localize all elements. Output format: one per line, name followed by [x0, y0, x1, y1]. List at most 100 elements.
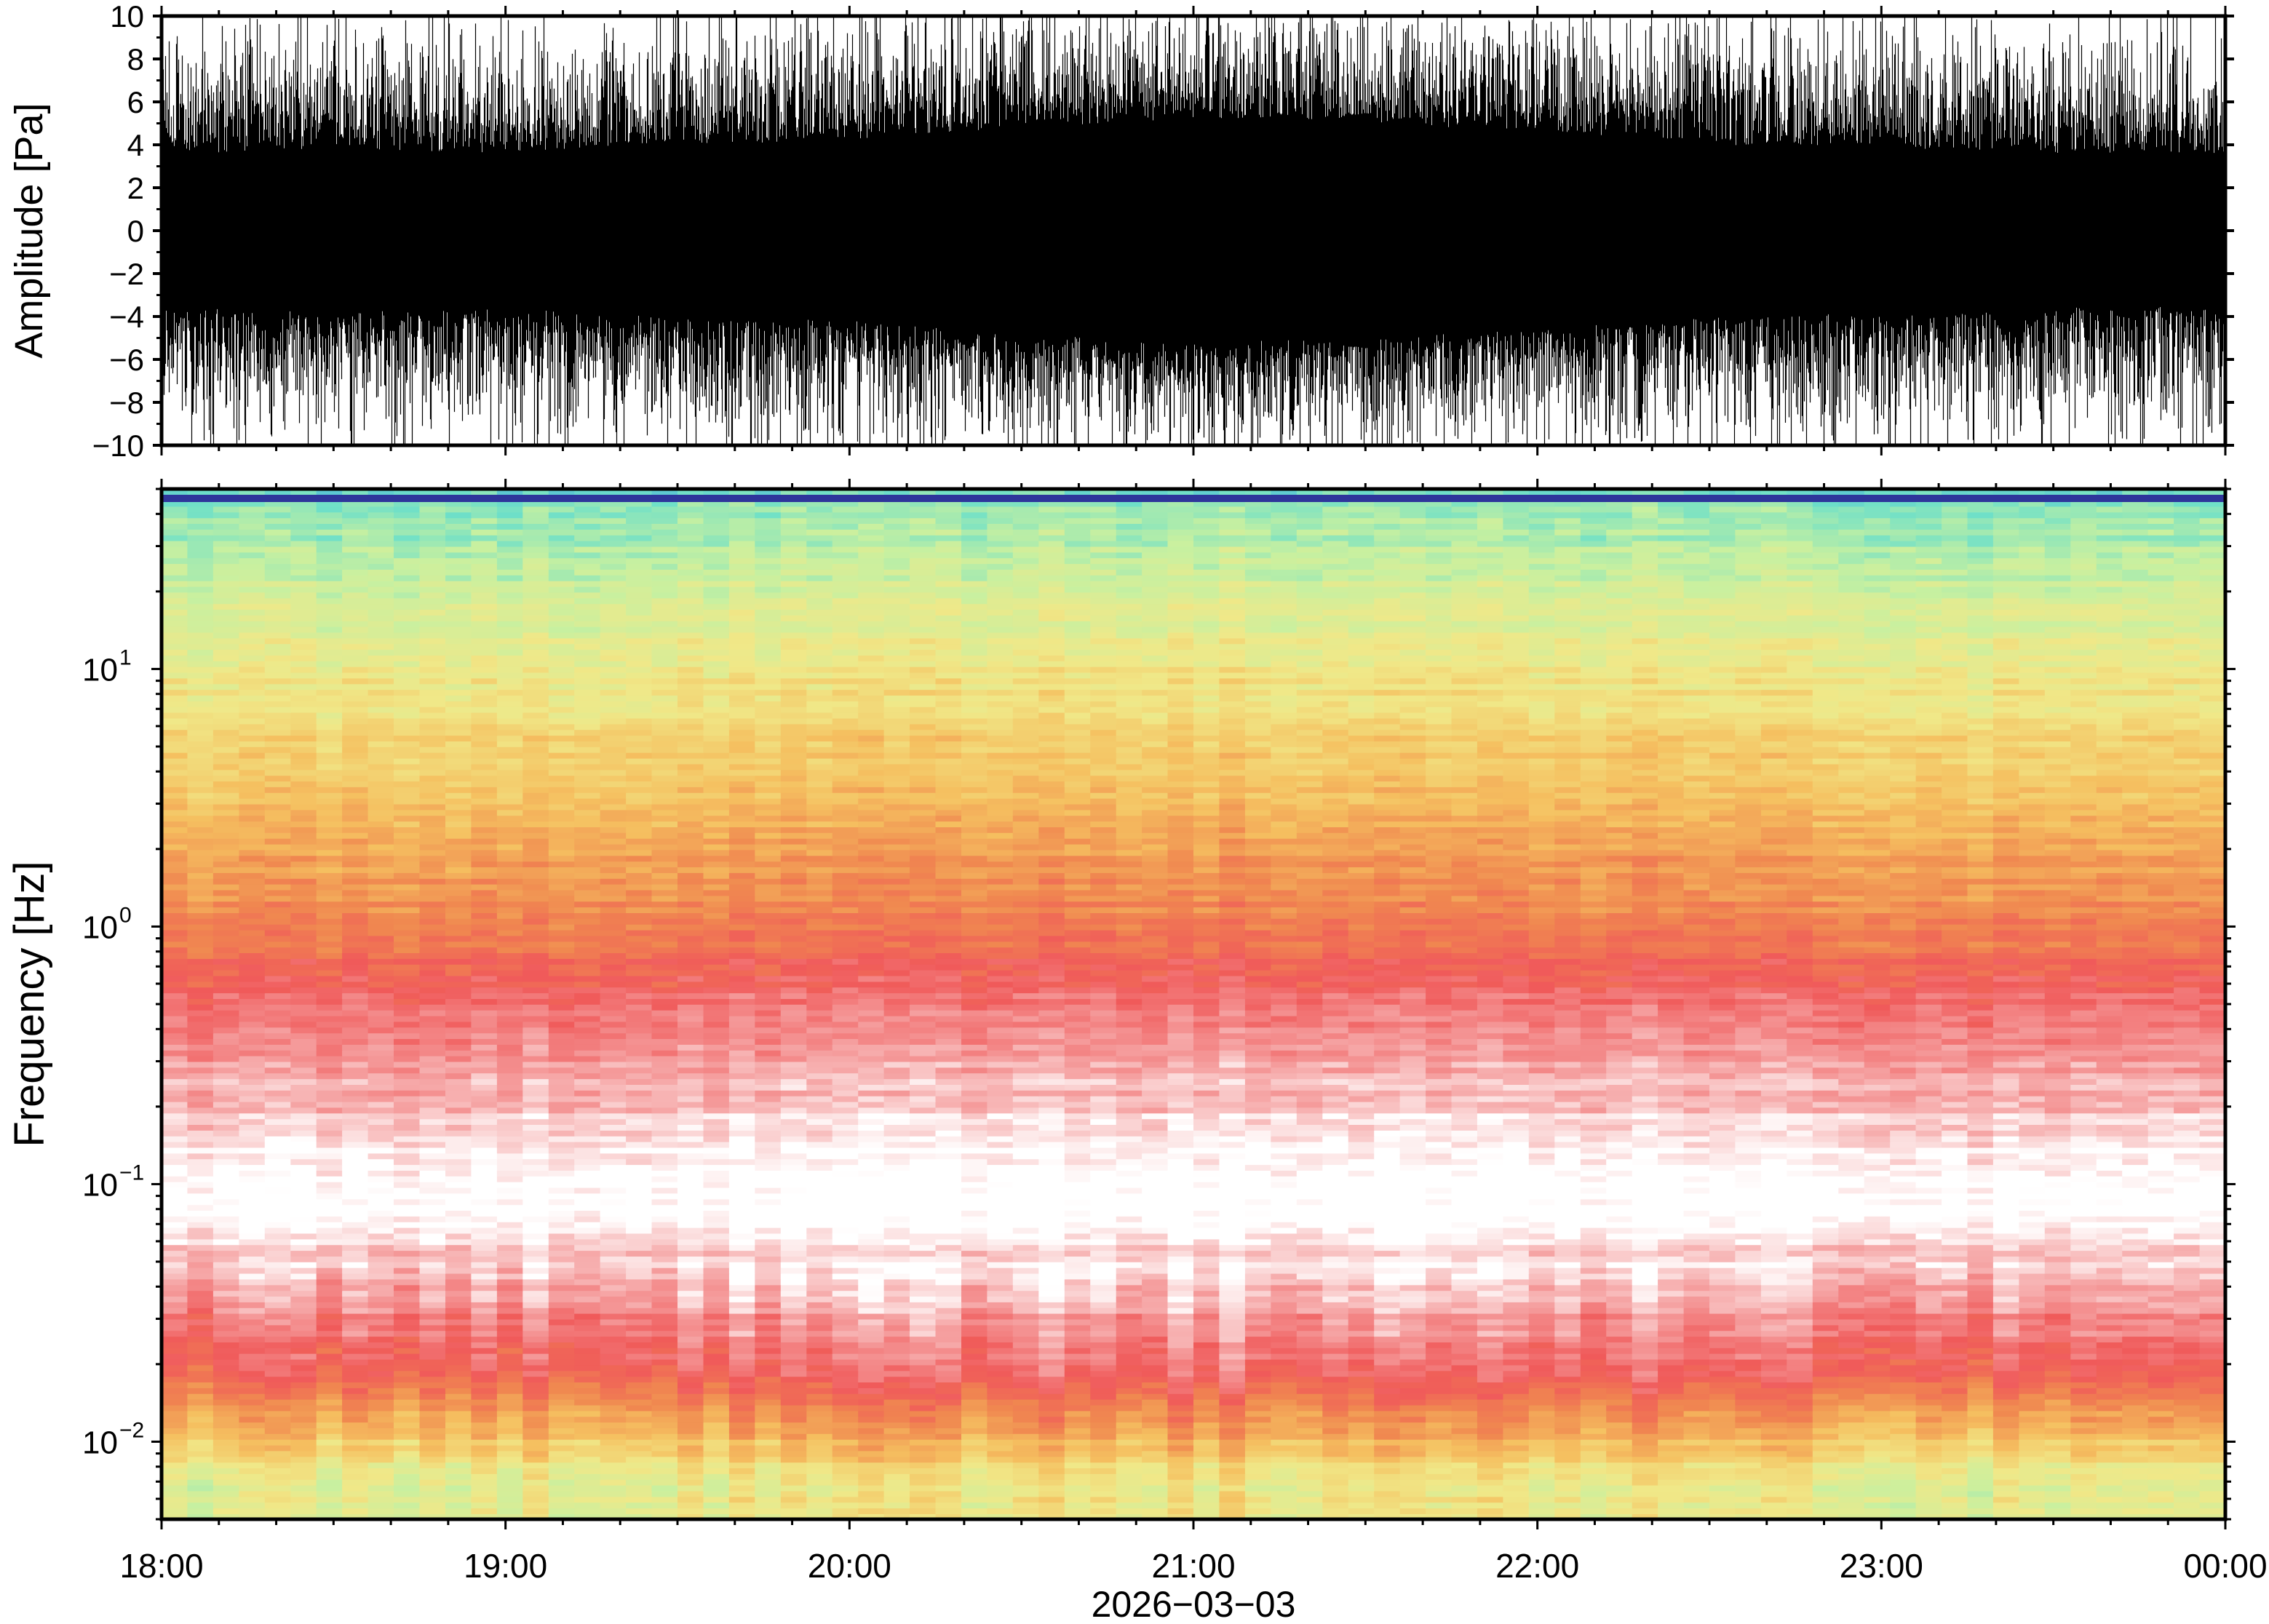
- spectrogram-cell: [1244, 1422, 1272, 1428]
- spectrogram-cell: [1296, 1250, 1323, 1257]
- spectrogram-cell: [1477, 1398, 1504, 1406]
- spectrogram-cell: [987, 1324, 1014, 1332]
- spectrogram-cell: [367, 1198, 394, 1206]
- spectrogram-cell: [1193, 1176, 1220, 1182]
- spectrogram-cell: [1760, 1267, 1788, 1274]
- spectrogram-cell: [1477, 1227, 1504, 1234]
- spectrogram-cell: [1219, 1478, 1246, 1486]
- spectrogram-cell: [1426, 1484, 1453, 1492]
- spectrogram-cell: [2147, 1348, 2174, 1354]
- spectrogram-cell: [780, 1416, 808, 1423]
- spectrogram-cell: [419, 1273, 446, 1280]
- spectrogram-cell: [342, 1513, 369, 1519]
- spectrogram-cell: [1554, 1393, 1581, 1400]
- spectrogram-cell: [703, 1181, 730, 1188]
- spectrogram-cell: [1890, 1416, 1917, 1423]
- spectrogram-cell: [1967, 1210, 1994, 1217]
- spectrogram-cell: [496, 1181, 524, 1188]
- spectrogram-cell: [1942, 1393, 1968, 1400]
- spectrogram-cell: [2070, 1502, 2097, 1509]
- spectrogram-cell: [1632, 1238, 1658, 1246]
- spectrogram-cell: [987, 1273, 1014, 1280]
- spectrogram-cell: [1399, 1221, 1426, 1228]
- spectrogram-cell: [858, 1468, 885, 1474]
- spectrogram-cell: [780, 1216, 808, 1222]
- spectrogram-cell: [626, 1444, 653, 1452]
- spectrogram-cell: [1992, 1382, 2020, 1388]
- spectrogram-cell: [1116, 1376, 1143, 1382]
- spectrogram-cell: [1683, 1244, 1710, 1251]
- spectrogram-cell: [600, 1216, 627, 1222]
- spectrogram-cell: [1890, 1176, 1917, 1182]
- spectrogram-cell: [1271, 1256, 1298, 1262]
- spectrogram-cell: [1503, 1198, 1530, 1206]
- spectrogram-cell: [1426, 1313, 1453, 1320]
- spectrogram-cell: [883, 1216, 910, 1222]
- spectrogram-cell: [264, 1324, 291, 1332]
- spectrogram-cell: [1735, 1210, 1762, 1217]
- spectrogram-cell: [1322, 1302, 1349, 1308]
- spectrogram-cell: [1090, 1382, 1117, 1388]
- spectrogram-cell: [1271, 1513, 1298, 1519]
- spectrogram-cell: [832, 1444, 859, 1452]
- spectrogram-cell: [522, 1404, 549, 1412]
- spectrogram-cell: [1477, 1210, 1504, 1217]
- spectrogram-cell: [1244, 1433, 1272, 1440]
- spectrogram-cell: [1374, 1484, 1401, 1492]
- spectrogram-cell: [1528, 1296, 1556, 1302]
- spectrogram-cell: [1606, 1496, 1633, 1503]
- spectrogram-cell: [1399, 1307, 1426, 1314]
- spectrogram-cell: [1374, 1244, 1401, 1251]
- spectrogram-cell: [2174, 1508, 2201, 1514]
- spectrogram-cell: [1606, 1364, 1633, 1372]
- spectrogram-cell: [1632, 1176, 1658, 1182]
- spectrogram-cell: [2147, 1342, 2174, 1348]
- spectrogram-cell: [1838, 1433, 1865, 1440]
- spectrogram-cell: [290, 1353, 317, 1360]
- spectrogram-cell: [1838, 1290, 1865, 1297]
- spectrogram-cell: [677, 1462, 704, 1468]
- spectrogram-cell: [1942, 1244, 1968, 1251]
- spectrogram-cell: [935, 1502, 962, 1509]
- spectrogram-cell: [2174, 1273, 2201, 1280]
- spectrogram-cell: [367, 1456, 394, 1463]
- spectrogram-cell: [1451, 1404, 1478, 1412]
- spectrogram-cell: [961, 1307, 988, 1314]
- spectrogram-cell: [1992, 1496, 2020, 1503]
- spectrogram-cell: [1348, 1233, 1375, 1240]
- spectrogram-cell: [1012, 1193, 1040, 1200]
- spectrogram-cell: [651, 1216, 678, 1222]
- spectrogram-cell: [1451, 1187, 1478, 1194]
- spectrogram-cell: [1426, 1216, 1453, 1222]
- spectrogram-cell: [1374, 1478, 1401, 1486]
- spectrogram-cell: [1580, 1513, 1607, 1519]
- spectrogram-cell: [961, 1416, 988, 1423]
- spectrogram-cell: [1503, 1370, 1530, 1377]
- spectrogram-cell: [2122, 1250, 2149, 1257]
- spectrogram-cell: [1399, 1358, 1426, 1366]
- spectrogram-cell: [1348, 1244, 1375, 1251]
- spectrogram-cell: [1426, 1336, 1453, 1342]
- spectrogram-cell: [910, 1513, 937, 1519]
- spectrogram-cell: [1142, 1388, 1169, 1394]
- spectrogram-cell: [367, 1513, 394, 1519]
- spectrogram-cell: [1116, 1318, 1143, 1326]
- spectrogram-cell: [264, 1267, 291, 1274]
- spectrogram-cell: [1967, 1404, 1994, 1412]
- spectrogram-cell: [2070, 1358, 2097, 1366]
- spectrogram-cell: [367, 1490, 394, 1497]
- spectrogram-cell: [806, 1204, 833, 1211]
- spectrogram-cell: [1735, 1176, 1762, 1182]
- spectrogram-cell: [987, 1364, 1014, 1372]
- spectrogram-cell: [1426, 1187, 1453, 1194]
- spectrogram-cell: [1193, 1364, 1220, 1372]
- spectrogram-cell: [2019, 1358, 2046, 1366]
- spectrogram-cell: [445, 1216, 472, 1222]
- spectrogram-cell: [1193, 1513, 1220, 1519]
- spectrogram-cell: [1632, 1302, 1658, 1308]
- spectrogram-cell: [728, 1204, 756, 1211]
- spectrogram-cell: [1503, 1364, 1530, 1372]
- spectrogram-cell: [367, 1278, 394, 1286]
- spectrogram-cell: [2070, 1227, 2097, 1234]
- spectrogram-cell: [2044, 1484, 2072, 1492]
